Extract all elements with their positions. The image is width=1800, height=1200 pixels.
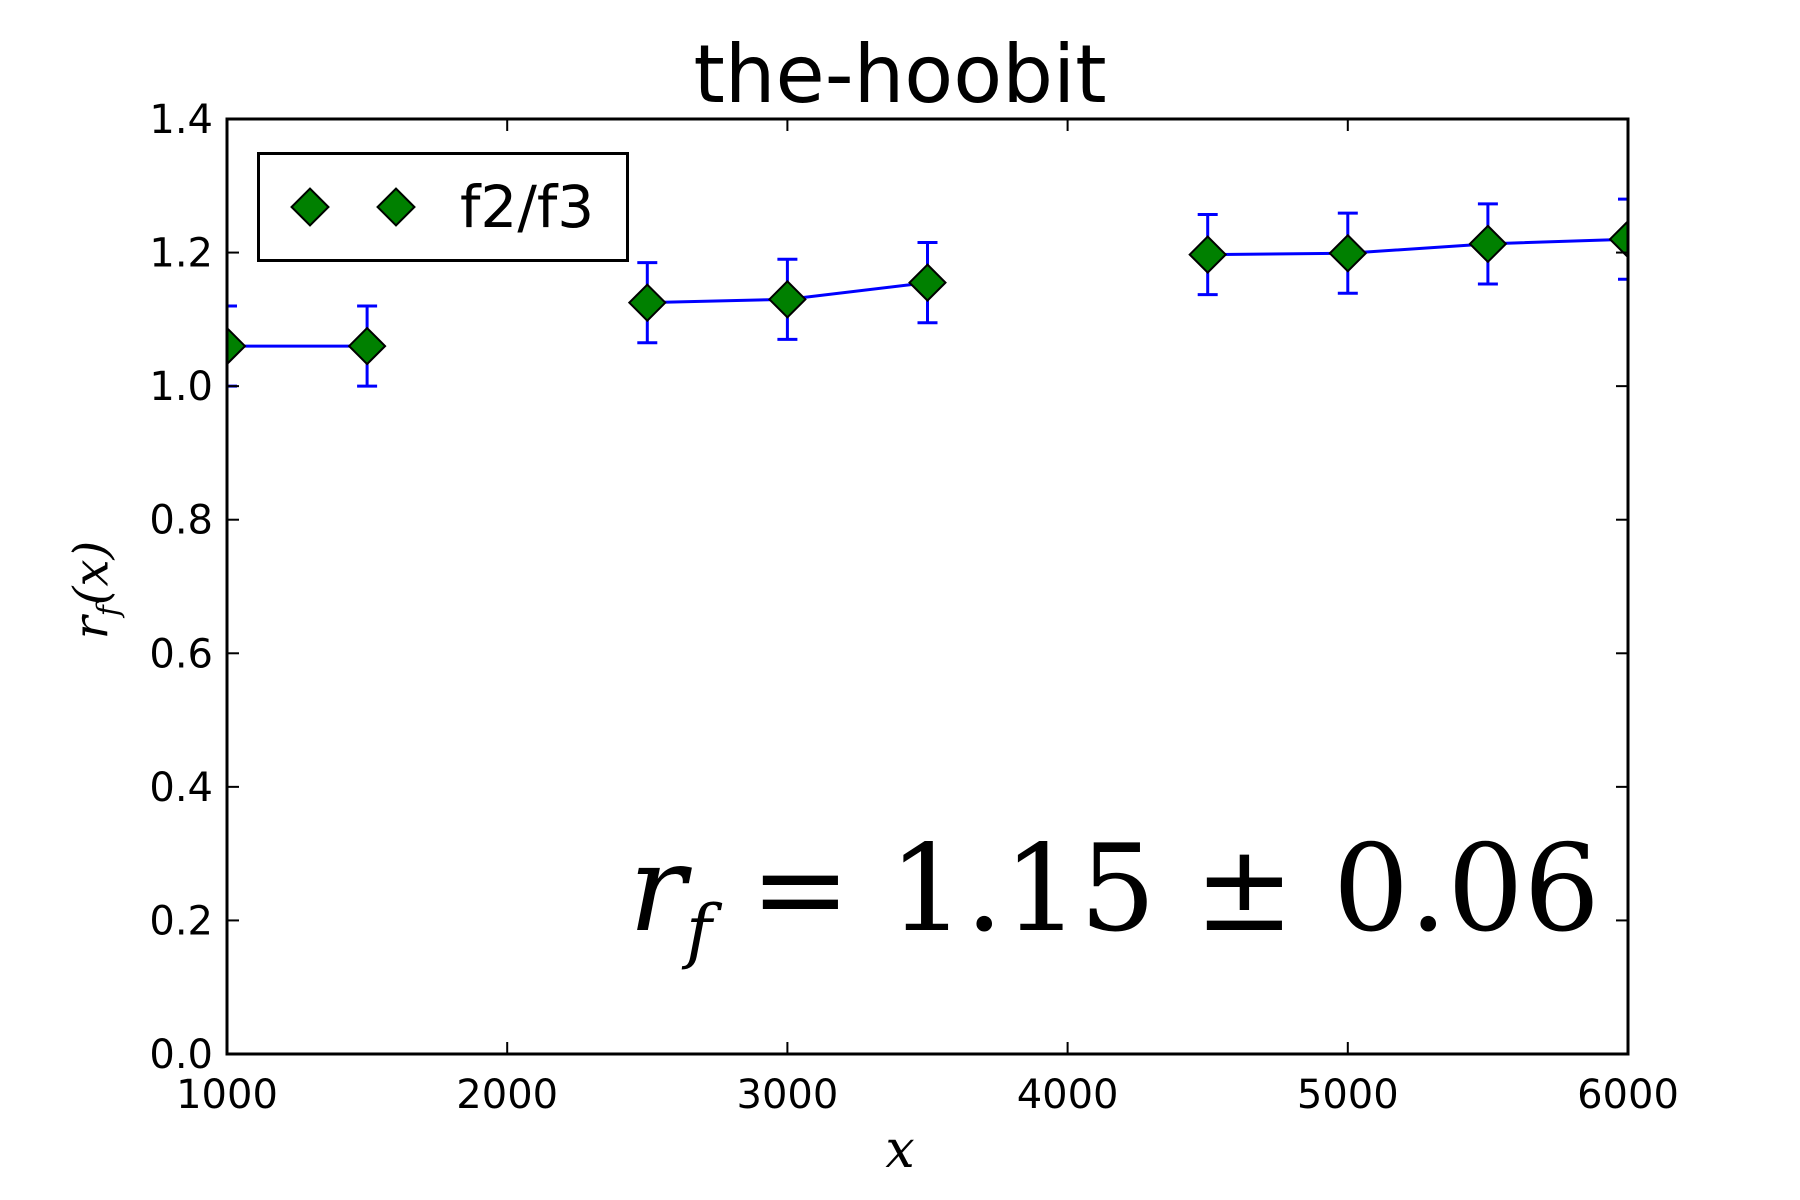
data-point bbox=[1608, 219, 1628, 259]
data-point bbox=[347, 326, 387, 366]
data-point bbox=[1468, 224, 1508, 264]
series-line bbox=[1207, 237, 1628, 257]
data-point bbox=[908, 263, 947, 303]
plot-frame bbox=[225, 117, 1630, 1056]
y-tick-label: 0.6 bbox=[149, 631, 213, 677]
x-axis-label: x bbox=[885, 1120, 915, 1180]
legend-marker bbox=[290, 187, 330, 227]
y-tick-label: 1.4 bbox=[149, 97, 213, 143]
data-point bbox=[1188, 235, 1228, 274]
axes: 1000 2000 3000 4000 5000 6000 0.0 0.2 0.4 0.6 0.8 1… bbox=[149, 97, 1679, 1118]
chart-title: the-hoobit bbox=[693, 28, 1107, 121]
y-tick-label: 0.4 bbox=[149, 765, 213, 811]
x-tick-label: 1000 bbox=[176, 1072, 278, 1118]
result-annotation: rf = 1.15 ± 0.06 bbox=[628, 820, 1600, 972]
y-axis-label-text: rf(x) bbox=[63, 540, 127, 640]
data-point bbox=[627, 283, 667, 323]
x-tick-label: 2000 bbox=[456, 1072, 558, 1118]
x-tick-label: 6000 bbox=[1577, 1072, 1679, 1118]
x-tick-label: 5000 bbox=[1297, 1072, 1399, 1118]
legend: f2/f3 bbox=[257, 152, 629, 262]
data-point bbox=[227, 326, 247, 366]
data-layer bbox=[227, 197, 1628, 388]
y-tick-label: 0.0 bbox=[149, 1032, 213, 1078]
plot-area bbox=[227, 197, 1628, 388]
y-tick-label: 0.2 bbox=[149, 898, 213, 944]
y-tick-label: 1.0 bbox=[149, 364, 213, 410]
legend-label: f2/f3 bbox=[460, 173, 595, 241]
legend-marker bbox=[376, 187, 416, 227]
y-tick-label: 1.2 bbox=[149, 231, 213, 277]
y-tick-label: 0.8 bbox=[149, 498, 213, 544]
x-tick-label: 3000 bbox=[737, 1072, 839, 1118]
data-point bbox=[767, 279, 807, 319]
x-tick-label: 4000 bbox=[1017, 1072, 1119, 1118]
y-axis-label: rf(x) bbox=[64, 541, 127, 640]
data-point bbox=[1328, 233, 1368, 273]
